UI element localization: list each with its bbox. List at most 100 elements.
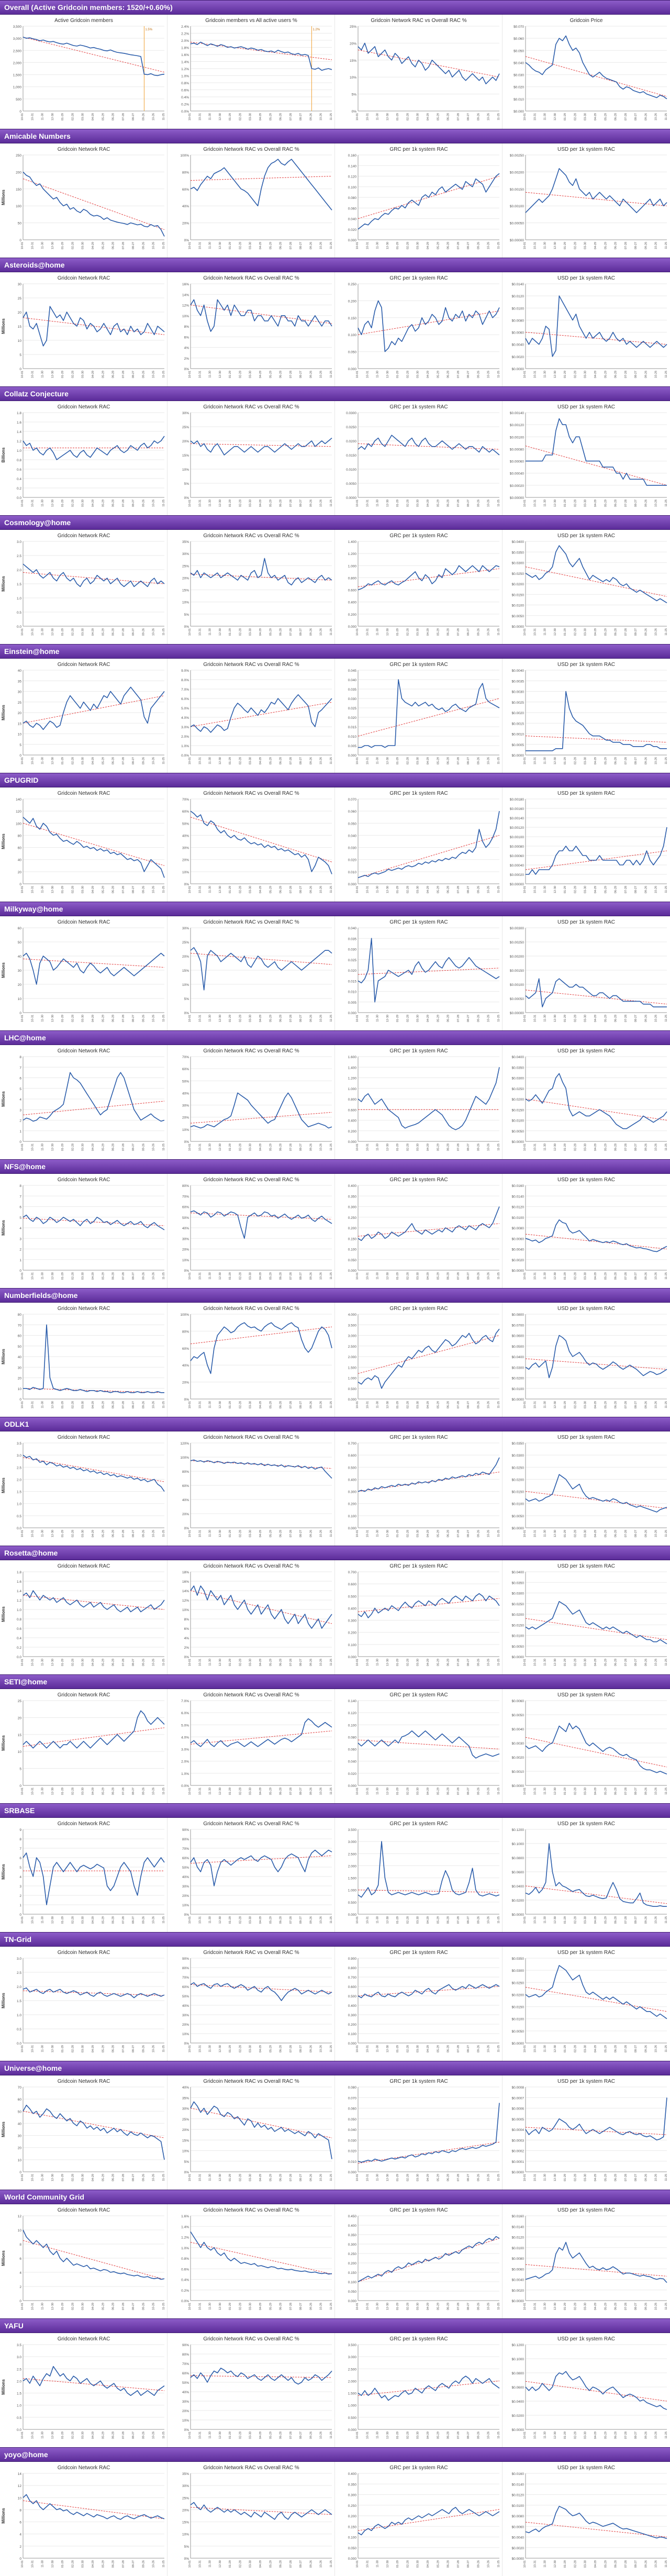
chart: Gridcoin Network RAC vs Overall RAC % 0% 5… <box>168 401 335 515</box>
y-tick-label: 10% <box>182 2419 189 2423</box>
x-tick-label: 11-30 <box>544 886 547 893</box>
x-tick-label: 07-28 <box>457 2303 460 2310</box>
x-tick-label: 10-26 <box>655 499 658 507</box>
x-tick-label: 10-26 <box>655 2303 658 2310</box>
trend-line <box>23 2378 165 2391</box>
x-tick-label: 11-30 <box>41 1143 44 1151</box>
y-tick-label: 0.040 <box>348 679 357 682</box>
y-tick-label: 0.140 <box>348 164 357 168</box>
y-tick-label: 0.020 <box>348 716 357 720</box>
line-chart: Gridcoin Network RAC012345678Millions10-… <box>1 1048 165 1151</box>
x-tick-label: 05-29 <box>437 1787 440 1795</box>
x-tick-label: 02-28 <box>574 2431 577 2439</box>
y-tick-label: $0.0200 <box>512 1899 524 1903</box>
y-tick-label: 6 <box>19 2521 21 2525</box>
line-chart: Gridcoin Network RAC020406080100120140Mi… <box>1 791 165 893</box>
chart: Gridcoin Network RAC vs Overall RAC % 0% 2… <box>168 1303 335 1417</box>
x-tick-label: 12-30 <box>51 1659 54 1666</box>
x-tick-label: 11-30 <box>376 1401 379 1408</box>
y-tick-label: 30 <box>18 969 22 973</box>
series-line <box>358 42 500 84</box>
x-tick-label: 03-30 <box>584 1143 587 1151</box>
y-tick-label: $0.0025 <box>512 701 524 705</box>
x-tick-label: 05-29 <box>437 2045 440 2052</box>
x-tick-label: 10-26 <box>320 1659 323 1666</box>
y-tick-label: 0.400 <box>348 1184 357 1188</box>
x-tick-label: 03-30 <box>249 2045 252 2052</box>
x-tick-label: 12-30 <box>219 499 222 507</box>
x-tick-label: 05-29 <box>269 1530 272 1537</box>
x-tick-label: 10-31 <box>31 113 34 120</box>
x-tick-label: 02-28 <box>406 1143 409 1151</box>
y-tick-label: 0.0% <box>181 754 189 758</box>
x-tick-label: 01-29 <box>229 2045 232 2052</box>
x-tick-label: 01-29 <box>61 1272 64 1280</box>
y-tick-label: 1.000 <box>348 2404 357 2408</box>
x-tick-label: 09-26 <box>142 2303 145 2310</box>
y-tick-label: 30% <box>182 1104 189 1108</box>
x-tick-label: 02-28 <box>574 1015 577 1022</box>
y-tick-label: $0.0005 <box>512 2118 524 2122</box>
x-tick-label: 09-26 <box>644 1143 647 1151</box>
x-tick-label: 12-30 <box>554 757 557 764</box>
y-tick-label: $0.070 <box>513 25 524 29</box>
x-tick-label: 09-26 <box>644 242 647 249</box>
x-tick-label: 08-27 <box>132 1143 135 1151</box>
y-tick-label: 0.000 <box>348 1012 357 1015</box>
x-tick-label: 05-29 <box>102 2174 105 2181</box>
line-chart: Gridcoin Network RAC051015202530Millions… <box>1 275 165 378</box>
chart: GRC per 1k system RAC 0.000 0.005 0.010 0.01… <box>335 916 502 1030</box>
x-tick-label: 10-26 <box>320 757 323 764</box>
y-tick-label: 3.500 <box>348 2344 357 2347</box>
y-tick-label: 12% <box>182 304 189 308</box>
x-tick-label: 04-29 <box>594 1272 597 1280</box>
y-tick-label: 0.150 <box>348 2271 357 2275</box>
x-tick-label: 11-25 <box>665 1143 668 1151</box>
y-tick-label: 0% <box>184 1140 189 1144</box>
line-chart: GRC per 1k system RAC0.0000.0500.1000.15… <box>348 1177 500 1280</box>
chart-title: Gridcoin Network RAC <box>58 791 110 796</box>
chart: USD per 1k system RAC $0.0000 $0.0200 $0.04… <box>502 2333 670 2447</box>
x-tick-label: 11-30 <box>544 1787 547 1795</box>
x-tick-label: 11-30 <box>544 499 547 507</box>
x-tick-label: 01-29 <box>229 499 232 507</box>
x-tick-label: 11-25 <box>162 1916 165 1924</box>
chart: Gridcoin Network RAC 0.0 0.2 0.4 0.6 0.8 1.0 1.… <box>0 1560 168 1674</box>
y-tick-label: 60% <box>182 1206 189 1209</box>
y-tick-label: $0.00200 <box>510 955 524 959</box>
x-tick-label: 11-25 <box>162 1015 165 1022</box>
y-tick-label: 0.400 <box>348 1607 357 1611</box>
x-tick-label: 10-31 <box>366 499 369 507</box>
x-tick-label: 11-30 <box>376 1143 379 1151</box>
series-line <box>526 418 667 486</box>
line-chart: Gridcoin Price$0.000$0.010$0.020$0.030$0… <box>513 18 668 120</box>
x-tick-label: 06-28 <box>615 2431 618 2439</box>
y-tick-label: 2.000 <box>348 2380 357 2383</box>
x-tick-label: 05-29 <box>604 886 607 893</box>
x-tick-label: 10-31 <box>198 1916 202 1924</box>
y-tick-label: 1.0 <box>17 2404 21 2408</box>
x-tick-label: 07-28 <box>122 2431 125 2439</box>
chart-title: GRC per 1k system RAC <box>389 275 448 281</box>
x-tick-label: 12-30 <box>219 1916 222 1924</box>
x-tick-label: 04-29 <box>427 1530 430 1537</box>
x-tick-label: 07-28 <box>289 886 293 893</box>
x-tick-label: 12-30 <box>51 1143 54 1151</box>
project-section: Overall (Active Gridcoin members: 1520/+… <box>0 0 670 129</box>
y-tick-label: 1.000 <box>348 1377 357 1381</box>
chart-row: Gridcoin Network RAC 0.0 0.5 1.0 1.5 2.0 2.5 3.… <box>0 1947 670 2061</box>
chart-title: USD per 1k system RAC <box>557 1950 615 1956</box>
section-title: Asteroids@home <box>0 258 670 272</box>
x-tick-label: 10-26 <box>152 1787 155 1795</box>
x-tick-label: 12-30 <box>386 2431 389 2439</box>
y-tick-label: $0.0350 <box>512 1581 524 1585</box>
x-tick-label: 09-26 <box>309 2431 312 2439</box>
chart-row: Gridcoin Network RAC 0 5 10 15 20 25 30 Millions… <box>0 272 670 386</box>
x-tick-label: 10-31 <box>31 2174 34 2181</box>
y-tick-label: $0.00000 <box>510 883 524 886</box>
x-tick-label: 10-01 <box>188 2174 192 2181</box>
x-tick-label: 10-31 <box>533 1272 537 1280</box>
y-tick-label: 0.350 <box>348 2483 357 2486</box>
x-tick-label: 11-30 <box>376 499 379 507</box>
